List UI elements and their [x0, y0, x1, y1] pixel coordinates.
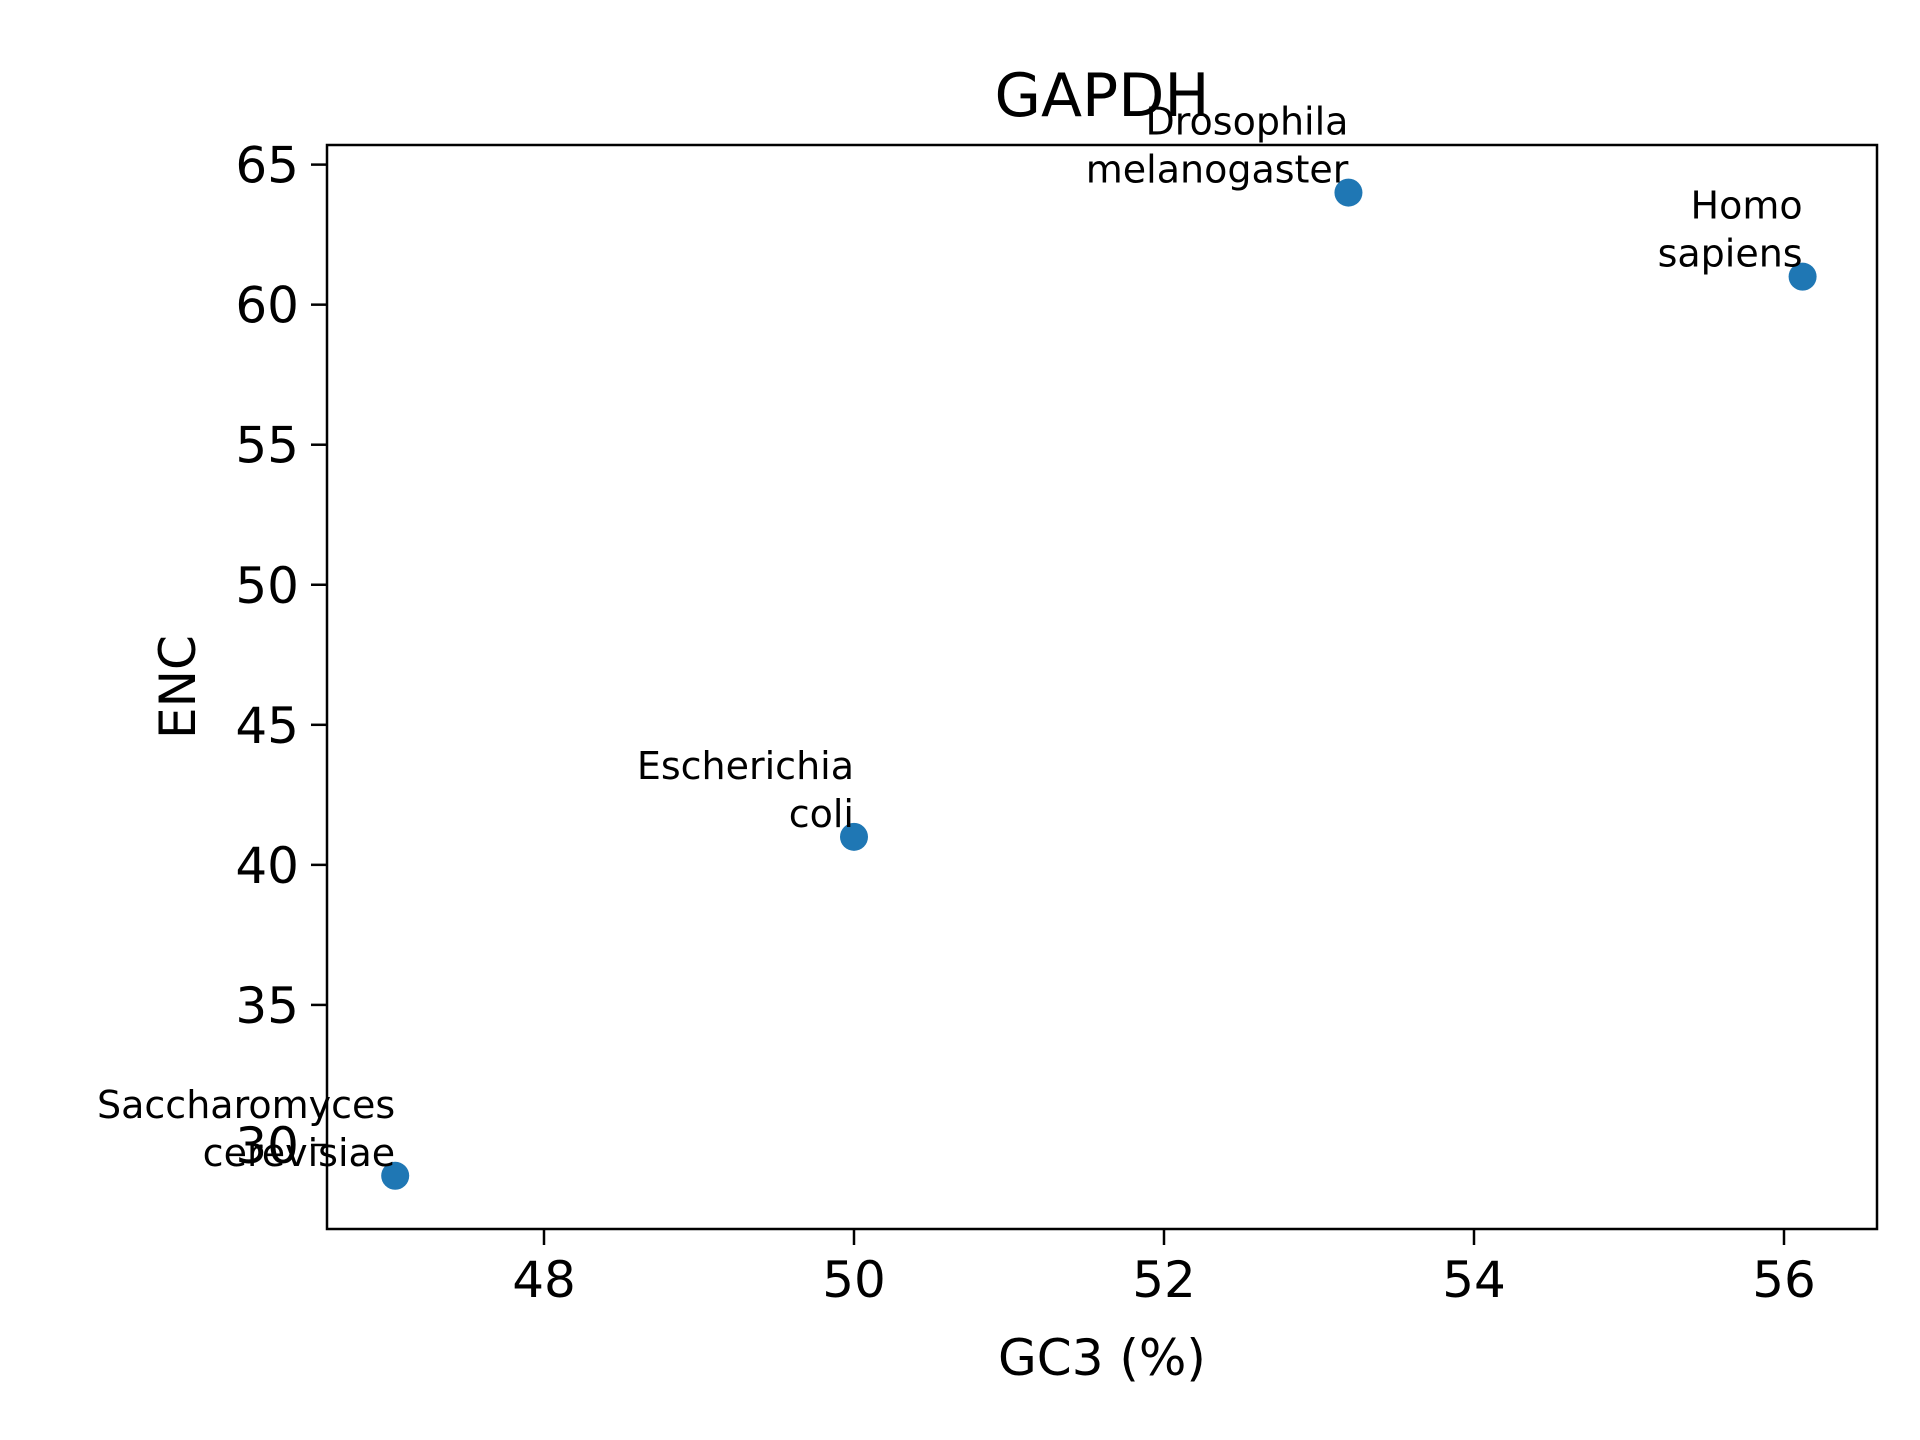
y-tick-label: 35: [235, 977, 299, 1035]
y-tick-label: 40: [235, 837, 299, 895]
point-label-line2: melanogaster: [1086, 148, 1349, 192]
axis-ticks: 48 50 52 54 56 30 35 40 45 50 55 60 65: [235, 137, 1815, 1309]
point-label-line1: Saccharomyces: [97, 1083, 395, 1127]
x-axis-title: GC3 (%): [998, 1329, 1206, 1387]
point-label-line2: cerevisiae: [203, 1131, 396, 1175]
x-tick-label: 52: [1132, 1251, 1196, 1309]
x-tick-label: 54: [1442, 1251, 1506, 1309]
data-points: [381, 178, 1817, 1190]
y-tick-label: 50: [235, 557, 299, 615]
point-label-line2: sapiens: [1658, 232, 1803, 276]
data-point: [840, 822, 868, 851]
y-tick-label: 60: [235, 277, 299, 335]
point-label-line2: coli: [789, 792, 854, 836]
x-tick-label: 50: [822, 1251, 886, 1309]
y-tick-label: 55: [235, 417, 299, 475]
point-label-line1: Drosophila: [1145, 100, 1348, 144]
data-point: [1334, 178, 1363, 207]
data-point: [381, 1161, 410, 1190]
plot-frame: [325, 143, 1879, 1231]
point-label-line1: Escherichia: [637, 744, 854, 788]
y-tick-label: 45: [235, 697, 299, 755]
x-tick-label: 48: [512, 1251, 576, 1309]
y-tick-label: 65: [235, 137, 299, 195]
point-label-line1: Homo: [1691, 184, 1803, 228]
y-tick-label: 30: [235, 1117, 299, 1175]
x-tick-label: 56: [1752, 1251, 1816, 1309]
y-axis-title: ENC: [149, 635, 207, 739]
data-point: [1788, 262, 1817, 291]
chart-title: GAPDH: [994, 61, 1209, 131]
